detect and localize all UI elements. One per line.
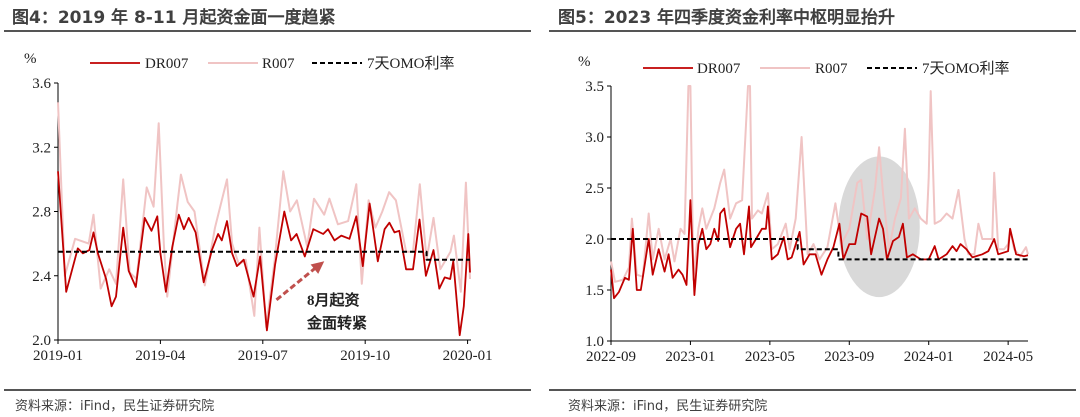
y-tick-label: 2.4	[32, 269, 51, 285]
x-tick-label: 2020-01	[443, 348, 493, 364]
y-tick-label: 1.0	[585, 334, 604, 350]
annotation-text: 8月起资	[307, 291, 360, 309]
x-tick-label: 2024-05	[983, 349, 1033, 365]
legend-dr007-label: DR007	[145, 56, 189, 72]
x-tick-label: 2023-05	[745, 349, 795, 365]
series-line-omo	[611, 238, 1028, 261]
legend-dr007-label: DR007	[697, 61, 741, 77]
x-tick-label: 2024-01	[904, 349, 954, 365]
y-tick-label: 2.8	[32, 205, 51, 221]
y-unit-label: %	[24, 51, 37, 67]
x-tick-label: 2023-09	[824, 349, 874, 365]
annotation-text: 金面转紧	[306, 314, 367, 332]
x-tick-label: 2023-01	[665, 349, 715, 365]
y-tick-label: 3.6	[32, 76, 51, 92]
x-tick-label: 2019-10	[340, 348, 390, 364]
y-tick-label: 1.5	[585, 283, 604, 299]
source-note-right: 资料来源：iFind，民生证券研究院	[568, 399, 768, 414]
highlight-ellipse	[838, 156, 920, 298]
y-tick-label: 3.0	[585, 130, 604, 146]
legend-omo-label: 7天OMO利率	[367, 55, 455, 72]
x-tick-label: 2022-09	[586, 349, 636, 365]
series-line-omo	[58, 250, 470, 261]
source-note-left: 资料来源：iFind，民生证券研究院	[15, 399, 215, 414]
y-tick-label: 3.5	[585, 79, 604, 95]
y-tick-label: 2.0	[32, 333, 51, 349]
chart-title-right: 图5：2023 年四季度资金利率中枢明显抬升	[558, 8, 896, 28]
x-tick-label: 2019-01	[33, 348, 83, 364]
chart-title-left: 图4：2019 年 8-11 月起资金面一度趋紧	[12, 8, 336, 28]
annotation-arrowhead-icon	[310, 261, 325, 274]
legend-r007-label: R007	[815, 61, 848, 77]
source-rule-right	[549, 389, 1076, 391]
title-rule-left	[4, 30, 531, 32]
series-line-r007	[610, 85, 1029, 283]
y-tick-label: 2.5	[585, 181, 604, 197]
x-tick-label: 2019-07	[238, 348, 288, 364]
source-rule-left	[4, 389, 531, 391]
legend-omo-label: 7天OMO利率	[922, 60, 1010, 77]
y-unit-label: %	[578, 54, 591, 70]
title-rule-right	[549, 30, 1076, 32]
y-tick-label: 3.2	[32, 140, 51, 156]
x-tick-label: 2019-04	[135, 348, 185, 364]
y-tick-label: 2.0	[585, 232, 604, 248]
series-line-dr007	[610, 199, 1029, 300]
legend-r007-label: R007	[262, 56, 295, 72]
chart-right: 1.0 1.5 2.0 2.5 3.0 3.5 2022-09 2023-01 2023-05 2…	[578, 54, 1033, 365]
chart-left: 2.0 2.4 2.8 3.2 3.6 2019-01 2019-04 2019-07 2019…	[24, 51, 493, 364]
series-line-dr007	[57, 171, 471, 337]
